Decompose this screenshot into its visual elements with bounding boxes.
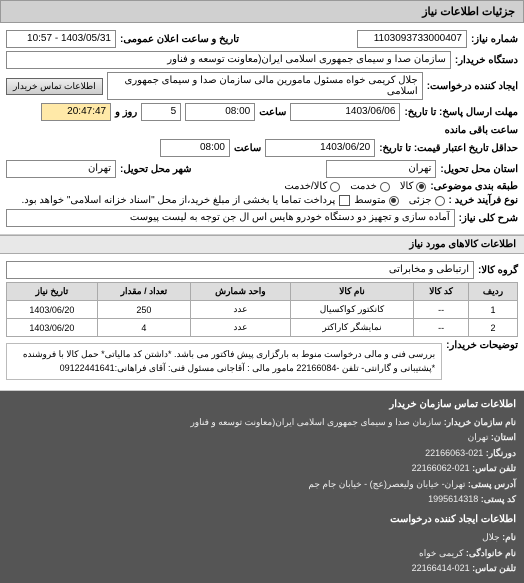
process-radio-group: جزئی متوسط	[354, 195, 444, 206]
announce-value: 1403/05/31 - 10:57	[6, 30, 116, 48]
page-header: جزئیات اطلاعات نیاز	[0, 0, 524, 23]
classify-radio-group: کالا خدمت کالا/خدمت	[284, 181, 426, 192]
remaining-label: ساعت باقی مانده	[445, 125, 518, 136]
deliver-city-label: شهر محل تحویل:	[120, 164, 192, 175]
days-count: 5	[141, 103, 181, 121]
goods-table: ردیف کد کالا نام کالا واحد شمارش تعداد /…	[6, 282, 518, 337]
payment-note: پرداخت تماما یا بخشی از مبلغ خرید،از محل…	[21, 195, 335, 206]
col-idx: ردیف	[469, 283, 518, 301]
buyer-contact-title: اطلاعات تماس سازمان خریدار	[8, 397, 516, 413]
requester-label: ایجاد کننده درخواست:	[427, 81, 518, 92]
table-row: 2--نمایشگر کاراکترعدد41403/06/20	[7, 319, 518, 337]
treasury-checkbox[interactable]	[339, 195, 350, 206]
reply-deadline-label: مهلت ارسال پاسخ: تا تاریخ:	[404, 107, 518, 118]
requester-value: جلال کریمی خواه مسئول مامورین مالی سازما…	[107, 72, 423, 100]
desc-value: آماده سازی و تجهیز دو دستگاه خودرو هایس …	[6, 209, 455, 227]
need-no-label: شماره نیاز:	[471, 34, 518, 45]
col-name: نام کالا	[290, 283, 413, 301]
col-unit: واحد شمارش	[191, 283, 291, 301]
page-title: جزئیات اطلاعات نیاز	[422, 6, 515, 18]
radio-medium[interactable]: متوسط	[354, 195, 398, 206]
radio-circle-icon	[330, 182, 340, 192]
deliver-province: تهران	[326, 160, 436, 178]
validity-date: 1403/06/20	[265, 139, 375, 157]
reply-time: 08:00	[185, 103, 255, 121]
buyer-label: دستگاه خریدار:	[455, 55, 518, 66]
countdown: 20:47:47	[41, 103, 111, 121]
reply-date: 1403/06/06	[290, 103, 400, 121]
desc-label: شرح کلی نیاز:	[459, 213, 518, 224]
buyer-contact-section: اطلاعات تماس سازمان خریدار نام سازمان خر…	[0, 391, 524, 583]
group-value: ارتباطی و مخابراتی	[6, 261, 474, 279]
col-date: تاریخ نیاز	[7, 283, 98, 301]
validity-time-label: ساعت	[234, 143, 261, 154]
table-row: 1--کانکتور کواکسیالعدد2501403/06/20	[7, 301, 518, 319]
radio-goods-service[interactable]: کالا/خدمت	[284, 181, 340, 192]
classify-label: طبقه بندی موضوعی:	[430, 181, 518, 192]
days-label: روز و	[115, 107, 137, 118]
deliver-city: تهران	[6, 160, 116, 178]
radio-service[interactable]: خدمت	[350, 181, 390, 192]
radio-goods[interactable]: کالا	[400, 181, 427, 192]
validity-time: 08:00	[160, 139, 230, 157]
radio-circle-icon	[389, 196, 399, 206]
col-code: کد کالا	[414, 283, 469, 301]
goods-desc-label: توضیحات خریدار:	[446, 340, 518, 351]
radio-circle-icon	[416, 182, 426, 192]
requester-contact-title: اطلاعات ایجاد کننده درخواست	[8, 512, 516, 528]
group-label: گروه کالا:	[478, 265, 518, 276]
col-qty: تعداد / مقدار	[97, 283, 190, 301]
table-header-row: ردیف کد کالا نام کالا واحد شمارش تعداد /…	[7, 283, 518, 301]
deliver-province-label: استان محل تحویل:	[440, 164, 518, 175]
radio-circle-icon	[380, 182, 390, 192]
buyer-contact-button[interactable]: اطلاعات تماس خریدار	[6, 78, 103, 95]
goods-desc-text: بررسی فنی و مالی درخواست منوط به بارگزار…	[6, 343, 442, 380]
validity-label: حداقل تاریخ اعتبار قیمت: تا تاریخ:	[379, 143, 518, 154]
goods-section-title: اطلاعات کالاهای مورد نیاز	[0, 235, 524, 254]
radio-circle-icon	[435, 196, 445, 206]
need-no-value: 1103093733000407	[357, 30, 467, 48]
announce-label: تاریخ و ساعت اعلان عمومی:	[120, 34, 239, 45]
buyer-value: سازمان صدا و سیمای جمهوری اسلامی ایران(م…	[6, 51, 451, 69]
radio-small[interactable]: جزئی	[409, 195, 445, 206]
process-label: نوع فرآیند خرید :	[449, 195, 518, 206]
reply-time-label: ساعت	[259, 107, 286, 118]
